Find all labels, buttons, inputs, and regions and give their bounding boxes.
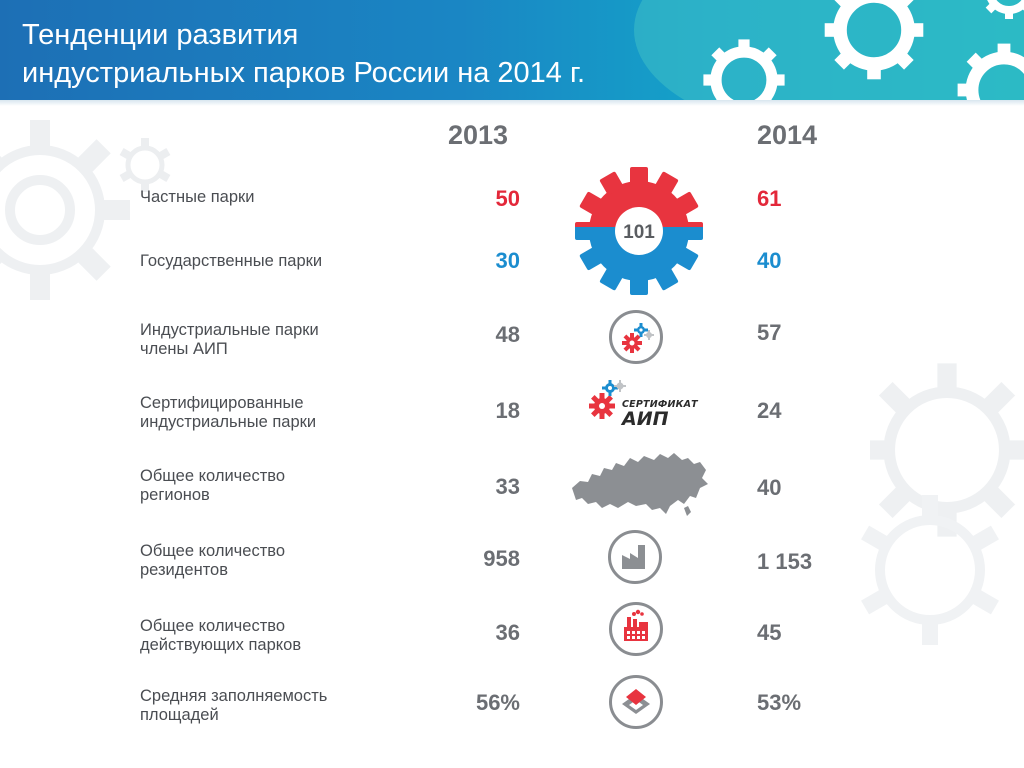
value-2013-state-parks: 30 [495,248,520,273]
page-title: Тенденции развития индустриальных парков… [22,19,586,89]
value-2013-certified-parks: 18 [495,398,520,423]
value-2013-regions: 33 [495,474,520,499]
value-2013-private-parks: 50 [495,186,520,211]
value-2014-residents: 1 153 [757,549,813,574]
row-label-aip-members: Индустриальные парки члены АИП [140,321,319,358]
row-label-occupancy: Средняя заполняемость площадей [140,687,328,724]
value-2013-residents: 958 [483,546,520,571]
value-2014-private-parks: 61 [757,186,782,211]
row-label-state-parks: Государственные парки [140,252,323,270]
value-2014-state-parks: 40 [757,248,782,273]
row-label-active-parks: Общее количество действующих парков [140,617,302,654]
row-label-certified-parks: Сертифицированные индустриальные парки [140,394,317,431]
value-2013-active-parks: 36 [495,620,520,645]
background-gear-small-icon [119,138,171,192]
header-gears-icon [634,0,1024,100]
gear-total-label: 101 [623,222,655,243]
row-label-private-parks: Частные парки [140,188,255,206]
certificate-aip-icon [589,380,626,419]
background-gear-right-large-icon [861,495,999,645]
value-2013-occupancy: 56% [475,690,520,715]
value-2013-aip-members: 48 [495,322,520,347]
year-header-left: 2013 [448,120,509,150]
gear-red-blue-icon: 101 [575,167,703,295]
factory-smoke-icon [609,602,663,656]
row-label-residents: Общее количество резидентов [140,542,286,579]
value-2014-occupancy: 53% [757,690,802,715]
factory-circle-icon [608,530,662,584]
year-header-right: 2014 [757,120,818,150]
background-gear-icon [0,120,130,300]
certificate-line1: СЕРТИФИКАТ [622,399,698,410]
value-2014-regions: 40 [757,475,782,500]
value-2014-aip-members: 57 [757,320,782,345]
row-label-regions: Общее количество регионов [140,467,286,504]
certificate-aip-label: СЕРТИФИКАТ АИП [622,399,698,430]
header-divider [0,100,1024,106]
value-2014-certified-parks: 24 [757,398,782,423]
certificate-line2: АИП [622,408,669,430]
area-diamond-icon [609,675,663,729]
gears-circle-icon [609,310,663,364]
russia-map-icon [572,453,708,516]
value-2014-active-parks: 45 [757,620,782,645]
header-banner: Тенденции развития индустриальных парков… [0,0,1024,100]
